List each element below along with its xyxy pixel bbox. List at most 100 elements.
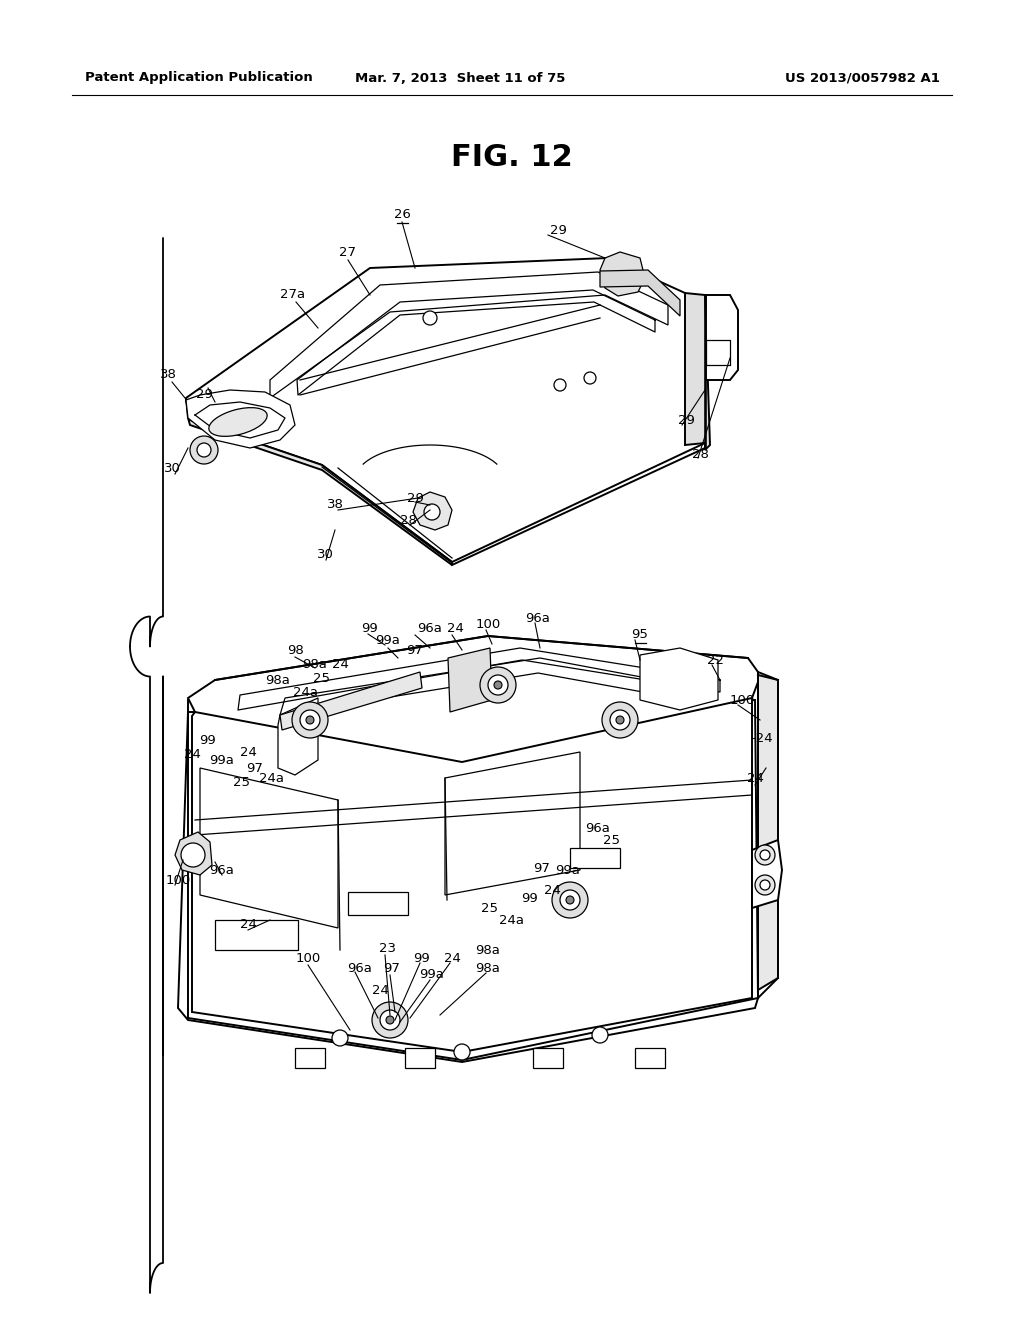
- Polygon shape: [270, 272, 668, 399]
- Ellipse shape: [209, 408, 267, 437]
- Text: 38: 38: [327, 499, 343, 511]
- Circle shape: [602, 702, 638, 738]
- Circle shape: [560, 890, 580, 909]
- Circle shape: [592, 1027, 608, 1043]
- Circle shape: [424, 504, 440, 520]
- Circle shape: [494, 681, 502, 689]
- Text: 95: 95: [632, 628, 648, 642]
- Text: 97: 97: [384, 961, 400, 974]
- Circle shape: [197, 444, 211, 457]
- Text: 24a: 24a: [500, 913, 524, 927]
- Text: 25: 25: [481, 902, 499, 915]
- Text: 24: 24: [372, 983, 388, 997]
- Text: 24a: 24a: [259, 771, 285, 784]
- Polygon shape: [600, 271, 680, 315]
- Text: 28: 28: [399, 513, 417, 527]
- Text: 24: 24: [240, 746, 256, 759]
- Text: FIG. 12: FIG. 12: [452, 144, 572, 173]
- Polygon shape: [200, 768, 338, 928]
- Text: US 2013/0057982 A1: US 2013/0057982 A1: [785, 71, 940, 84]
- Text: 100: 100: [295, 952, 321, 965]
- Text: 99: 99: [200, 734, 216, 747]
- Text: 24: 24: [443, 952, 461, 965]
- Text: 29: 29: [196, 388, 212, 401]
- Text: 24: 24: [183, 748, 201, 762]
- Polygon shape: [186, 257, 705, 562]
- Polygon shape: [570, 847, 620, 869]
- Text: 99: 99: [414, 952, 430, 965]
- Polygon shape: [295, 1048, 325, 1068]
- Text: 30: 30: [316, 549, 334, 561]
- Text: 29: 29: [550, 223, 566, 236]
- Text: 98a: 98a: [265, 673, 291, 686]
- Circle shape: [488, 675, 508, 696]
- Circle shape: [480, 667, 516, 704]
- Text: 96a: 96a: [418, 622, 442, 635]
- Circle shape: [552, 882, 588, 917]
- Text: 99: 99: [361, 622, 379, 635]
- Text: 98a: 98a: [302, 659, 328, 672]
- Polygon shape: [186, 389, 295, 447]
- Text: -24: -24: [752, 731, 773, 744]
- Polygon shape: [278, 698, 318, 775]
- Polygon shape: [534, 1048, 563, 1068]
- Text: 100: 100: [729, 693, 755, 706]
- Text: 24: 24: [446, 622, 464, 635]
- Text: 99a: 99a: [376, 635, 400, 648]
- Circle shape: [760, 880, 770, 890]
- Text: 25: 25: [603, 833, 621, 846]
- Text: 97: 97: [407, 644, 424, 656]
- Circle shape: [332, 1030, 348, 1045]
- Polygon shape: [215, 920, 298, 950]
- Text: 23: 23: [380, 941, 396, 954]
- Text: 24: 24: [332, 659, 348, 672]
- Polygon shape: [406, 1048, 435, 1068]
- Polygon shape: [752, 840, 782, 908]
- Circle shape: [755, 845, 775, 865]
- Text: 38: 38: [160, 368, 176, 381]
- Polygon shape: [635, 1048, 665, 1068]
- Text: 27: 27: [340, 247, 356, 260]
- Text: Mar. 7, 2013  Sheet 11 of 75: Mar. 7, 2013 Sheet 11 of 75: [354, 71, 565, 84]
- Circle shape: [760, 850, 770, 861]
- Polygon shape: [348, 892, 408, 915]
- Circle shape: [616, 715, 624, 723]
- Text: 30: 30: [164, 462, 180, 474]
- Text: 27a: 27a: [281, 289, 305, 301]
- Polygon shape: [600, 252, 645, 296]
- Text: 98a: 98a: [475, 961, 501, 974]
- Text: 24: 24: [746, 771, 764, 784]
- Polygon shape: [706, 294, 738, 380]
- Text: 100: 100: [165, 874, 190, 887]
- Circle shape: [566, 896, 574, 904]
- Polygon shape: [280, 672, 422, 730]
- Text: 96a: 96a: [210, 863, 234, 876]
- Text: 24: 24: [544, 883, 560, 896]
- Circle shape: [181, 843, 205, 867]
- Text: 25: 25: [233, 776, 251, 788]
- Text: 25: 25: [313, 672, 331, 685]
- Circle shape: [423, 312, 437, 325]
- Circle shape: [190, 436, 218, 465]
- Text: 29: 29: [678, 413, 694, 426]
- Text: 98a: 98a: [475, 944, 501, 957]
- Text: Patent Application Publication: Patent Application Publication: [85, 71, 312, 84]
- Text: 96a: 96a: [525, 611, 551, 624]
- Text: 26: 26: [393, 209, 411, 222]
- Text: 24a: 24a: [293, 685, 317, 698]
- Text: 100: 100: [475, 619, 501, 631]
- Circle shape: [610, 710, 630, 730]
- Circle shape: [755, 875, 775, 895]
- Circle shape: [300, 710, 319, 730]
- Polygon shape: [640, 648, 718, 710]
- Text: 96a: 96a: [347, 961, 373, 974]
- Circle shape: [554, 379, 566, 391]
- Polygon shape: [178, 700, 758, 1063]
- Circle shape: [584, 372, 596, 384]
- Circle shape: [292, 702, 328, 738]
- Polygon shape: [758, 672, 778, 990]
- Text: 99: 99: [521, 891, 539, 904]
- Polygon shape: [685, 293, 710, 450]
- Text: 99a: 99a: [420, 969, 444, 982]
- Text: 99a: 99a: [556, 863, 581, 876]
